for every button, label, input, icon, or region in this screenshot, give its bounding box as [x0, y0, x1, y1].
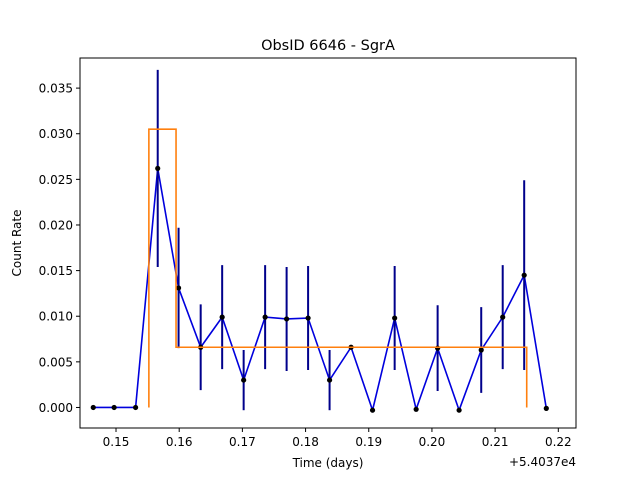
plot-frame — [79, 57, 577, 429]
data-point — [133, 404, 139, 411]
data-point — [90, 404, 96, 411]
data-point — [111, 404, 117, 411]
bayesian-blocks-line — [148, 128, 528, 408]
data-point — [500, 314, 506, 320]
data-point — [435, 345, 441, 351]
data-point — [521, 272, 527, 278]
y-tick-label: 0.000 — [39, 401, 73, 415]
x-tick-label: 0.15 — [103, 435, 130, 449]
y-axis-ticks: 0.000 0.005 0.010 0.015 0.020 0.025 0.030 0.035 — [39, 82, 80, 415]
x-tick-label: 0.17 — [229, 435, 256, 449]
light-curve-line — [93, 168, 548, 414]
data-point — [155, 165, 161, 172]
chart-title: ObsID 6646 - SgrA — [261, 38, 395, 54]
y-tick-label: 0.025 — [39, 173, 73, 187]
y-tick-label: 0.015 — [39, 264, 73, 278]
y-tick-label: 0.020 — [39, 218, 73, 232]
y-tick-label: 0.035 — [39, 82, 73, 96]
data-point — [456, 407, 462, 413]
data-point — [369, 407, 376, 413]
x-axis-ticks: 0.15 0.16 0.17 0.18 0.19 0.20 0.21 0.22 — [103, 428, 572, 449]
x-tick-label: 0.18 — [292, 435, 319, 449]
y-tick-label: 0.010 — [39, 310, 73, 324]
data-point — [284, 316, 290, 322]
data-point — [262, 314, 268, 320]
data-point — [175, 285, 182, 291]
data-point — [326, 377, 333, 383]
plot-area — [90, 69, 549, 414]
y-tick-label: 0.030 — [39, 127, 73, 141]
x-tick-label: 0.19 — [355, 435, 382, 449]
data-point — [305, 315, 311, 321]
data-point — [478, 347, 484, 353]
data-point — [241, 377, 247, 383]
y-axis-label: Count Rate — [10, 210, 24, 277]
x-tick-label: 0.20 — [419, 435, 446, 449]
x-tick-label: 0.21 — [482, 435, 509, 449]
x-axis-offset-label: +5.4037e4 — [509, 455, 576, 469]
data-point — [413, 406, 419, 412]
y-tick-label: 0.005 — [39, 355, 73, 369]
data-point — [392, 315, 398, 321]
data-point — [543, 405, 549, 411]
data-point — [219, 314, 225, 320]
x-tick-label: 0.16 — [166, 435, 193, 449]
data-points — [90, 165, 549, 413]
x-tick-label: 0.22 — [545, 435, 572, 449]
x-axis-label: Time (days) — [292, 456, 364, 470]
